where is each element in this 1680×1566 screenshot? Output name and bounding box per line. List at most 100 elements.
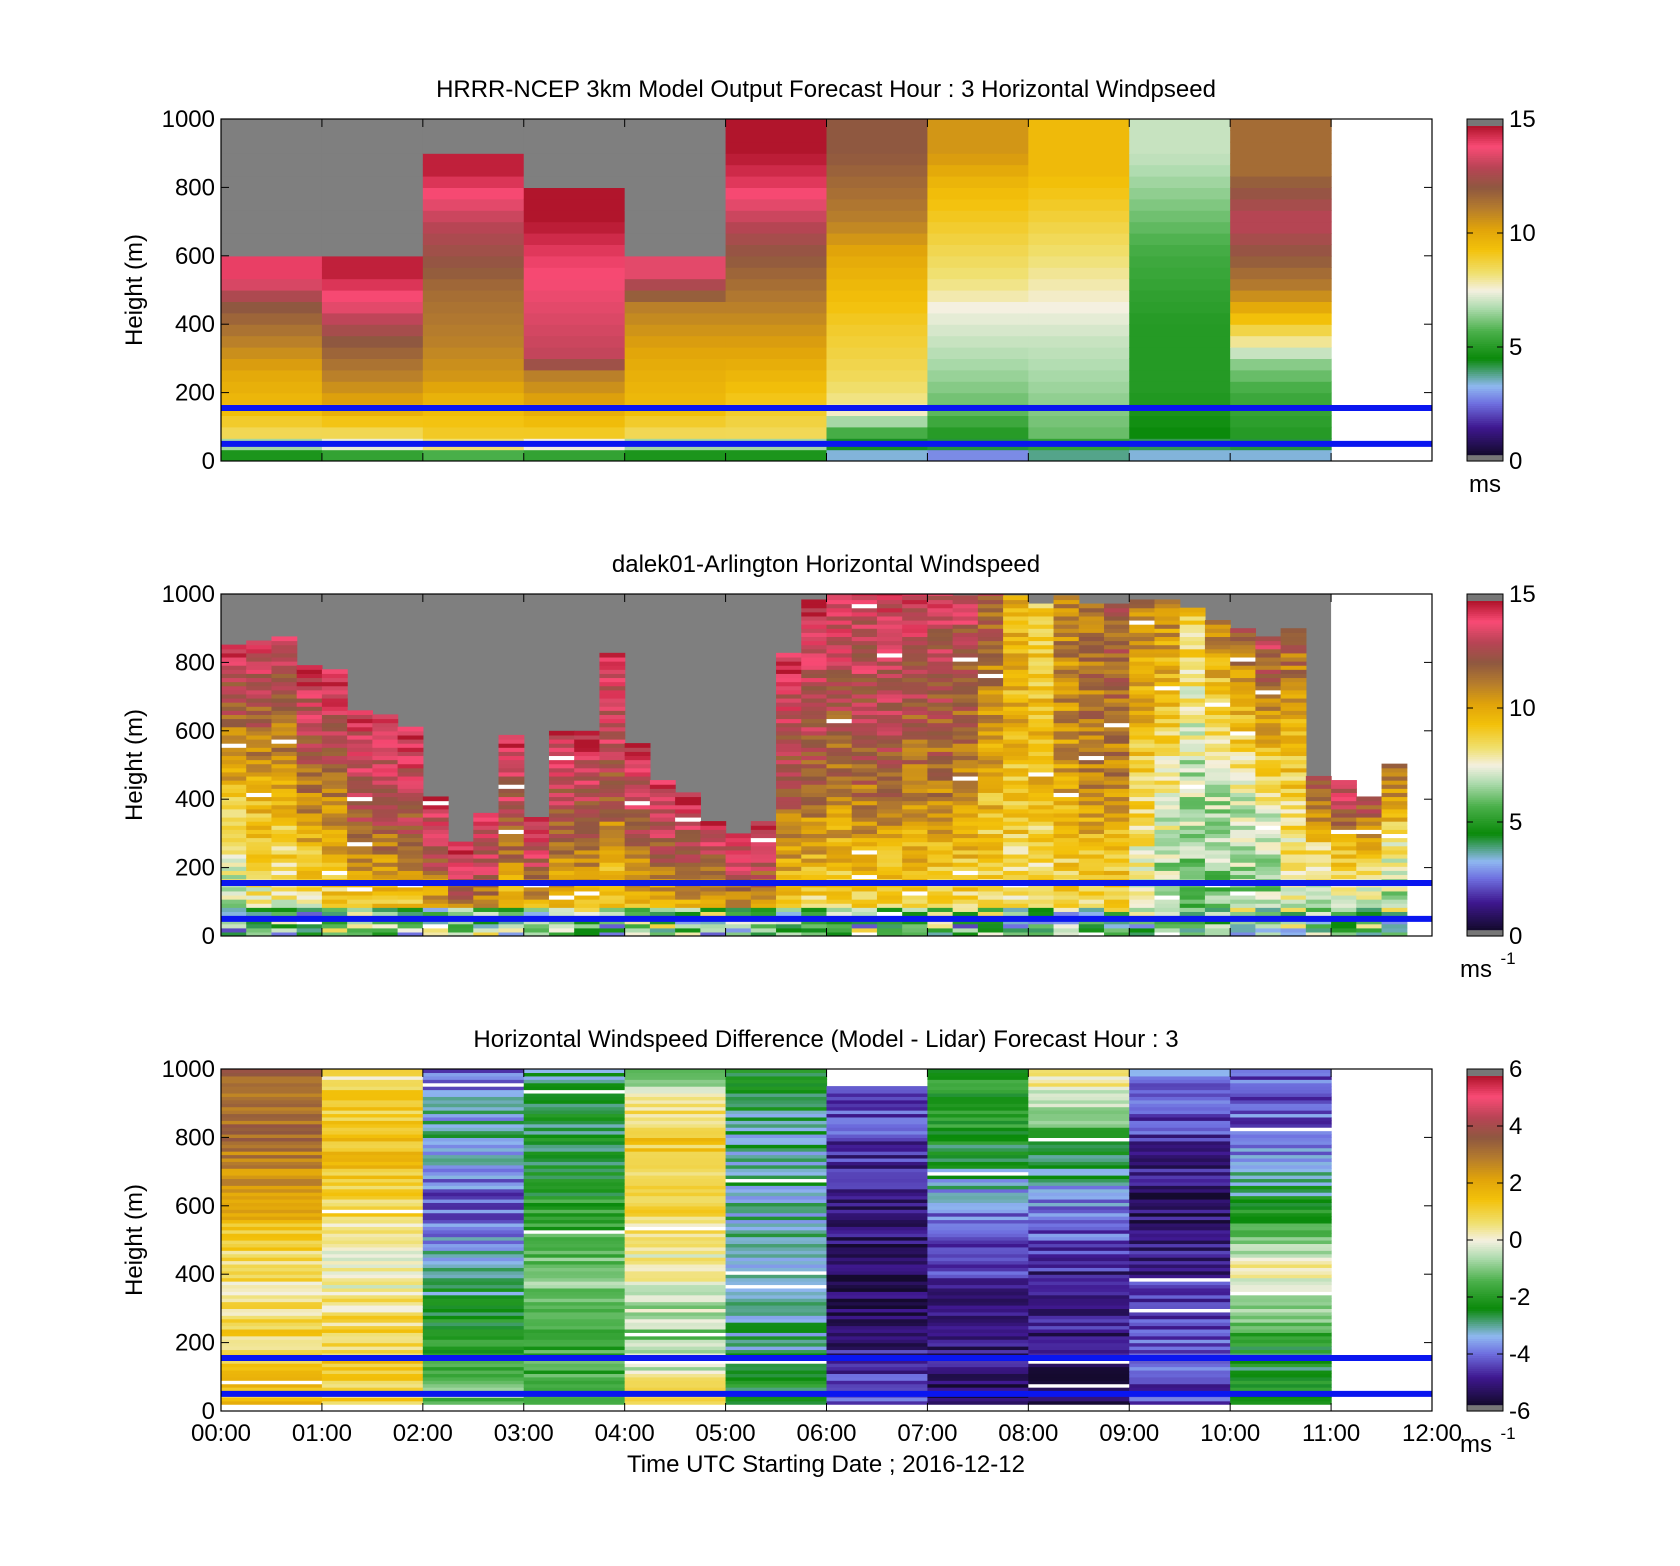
heatmap-cell (1154, 677, 1180, 682)
heatmap-cell (1281, 747, 1307, 752)
heatmap-cell (246, 907, 272, 912)
heatmap-cell (448, 928, 474, 933)
heatmap-cell (700, 829, 726, 834)
heatmap-cell (1129, 1336, 1231, 1340)
heatmap-cell (1205, 891, 1231, 896)
heatmap-cell (927, 301, 1029, 313)
heatmap-cell (902, 723, 928, 728)
heatmap-cell (953, 842, 979, 847)
heatmap-cell (1028, 809, 1054, 814)
heatmap-cell (751, 907, 777, 912)
heatmap-cell (827, 899, 853, 904)
heatmap-cell (700, 924, 726, 929)
heatmap-cell (625, 850, 651, 855)
heatmap-cell (1281, 760, 1307, 765)
heatmap-cell (852, 911, 878, 916)
heatmap-cell (1054, 608, 1080, 613)
heatmap-cell (953, 731, 979, 736)
heatmap-cell (423, 899, 449, 904)
heatmap-cell (1306, 817, 1332, 822)
heatmap-cell (221, 661, 247, 666)
heatmap-cell (1255, 842, 1281, 847)
heatmap-cell (1230, 324, 1332, 336)
heatmap-cell (776, 731, 802, 736)
heatmap-cell (877, 825, 903, 830)
heatmap-cell (221, 358, 323, 370)
heatmap-cell (1331, 817, 1357, 822)
heatmap-cell (1281, 776, 1307, 781)
heatmap-cell (322, 1267, 424, 1271)
heatmap-cell (1331, 846, 1357, 851)
heatmap-cell (1230, 673, 1256, 678)
heatmap-cell (852, 895, 878, 900)
heatmap-cell (1281, 784, 1307, 789)
heatmap-cell (776, 891, 802, 896)
panel-title: Horizontal Windspeed Difference (Model -… (473, 1026, 1178, 1053)
heatmap-cell (1205, 665, 1231, 670)
heatmap-cell (827, 1322, 929, 1326)
heatmap-cell (1054, 842, 1080, 847)
heatmap-cell (322, 710, 348, 715)
heatmap-cell (1028, 764, 1054, 769)
heatmap-cell (1079, 862, 1105, 867)
heatmap-cell (1230, 187, 1332, 199)
heatmap-cell (549, 780, 575, 785)
heatmap-cell (524, 142, 626, 154)
heatmap-cell (221, 1199, 323, 1203)
heatmap-cell (221, 665, 247, 670)
heatmap-cell (726, 256, 828, 268)
heatmap-cell (1180, 760, 1206, 765)
heatmap-cell (801, 928, 827, 933)
heatmap-cell (1154, 723, 1180, 728)
heatmap-cell (524, 1302, 626, 1306)
heatmap-cell (1129, 1223, 1231, 1227)
heatmap-cell (1003, 682, 1029, 687)
heatmap-cell (423, 928, 449, 933)
heatmap-cell (801, 690, 827, 695)
heatmap-cell (271, 891, 297, 896)
heatmap-cell (499, 854, 525, 859)
heatmap-cell (599, 698, 625, 703)
heatmap-cell (524, 833, 550, 838)
heatmap-cell (927, 450, 1029, 462)
heatmap-cell (827, 673, 853, 678)
heatmap-cell (1129, 760, 1155, 765)
heatmap-cell (801, 780, 827, 785)
heatmap-cell (322, 825, 348, 830)
heatmap-cell (322, 358, 424, 370)
heatmap-cell (726, 1185, 828, 1189)
heatmap-cell (322, 222, 424, 234)
heatmap-cell (1003, 636, 1029, 641)
heatmap-cell (246, 776, 272, 781)
heatmap-cell (953, 760, 979, 765)
heatmap-cell (852, 850, 878, 855)
heatmap-cell (246, 792, 272, 797)
heatmap-cell (524, 1230, 626, 1234)
heatmap-cell (1230, 1206, 1332, 1210)
heatmap-cell (297, 903, 323, 908)
heatmap-cell (1028, 636, 1054, 641)
heatmap-cell (398, 764, 424, 769)
heatmap-cell (953, 805, 979, 810)
heatmap-cell (978, 866, 1004, 871)
heatmap-cell (726, 1090, 828, 1094)
heatmap-cell (877, 928, 903, 933)
heatmap-cell (1003, 825, 1029, 830)
heatmap-cell (1028, 1165, 1130, 1169)
heatmap-cell (1028, 1124, 1130, 1128)
heatmap-cell (827, 599, 853, 604)
heatmap-cell (271, 727, 297, 732)
heatmap-cell (271, 694, 297, 699)
heatmap-cell (625, 1298, 727, 1302)
heatmap-cell (423, 891, 449, 896)
heatmap-cell (1230, 895, 1256, 900)
heatmap-cell (1382, 784, 1408, 789)
heatmap-cell (726, 415, 828, 427)
heatmap-cell (1154, 784, 1180, 789)
heatmap-cell (1382, 829, 1408, 834)
heatmap-cell (650, 825, 676, 830)
heatmap-cell (953, 784, 979, 789)
heatmap-cell (1306, 874, 1332, 879)
heatmap-cell (599, 653, 625, 658)
heatmap-cell (1028, 718, 1054, 723)
